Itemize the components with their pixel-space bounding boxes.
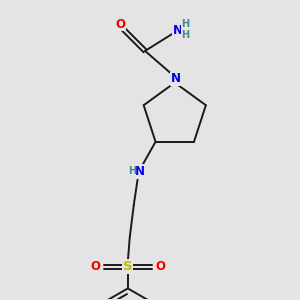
Text: O: O — [115, 18, 125, 31]
Text: O: O — [156, 260, 166, 273]
Text: H: H — [182, 19, 190, 29]
Text: H: H — [182, 30, 190, 40]
Text: O: O — [90, 260, 100, 273]
Text: N: N — [171, 72, 181, 85]
Text: H: H — [128, 167, 136, 176]
Text: N: N — [173, 24, 183, 37]
Text: S: S — [123, 260, 133, 273]
Text: N: N — [135, 165, 145, 178]
